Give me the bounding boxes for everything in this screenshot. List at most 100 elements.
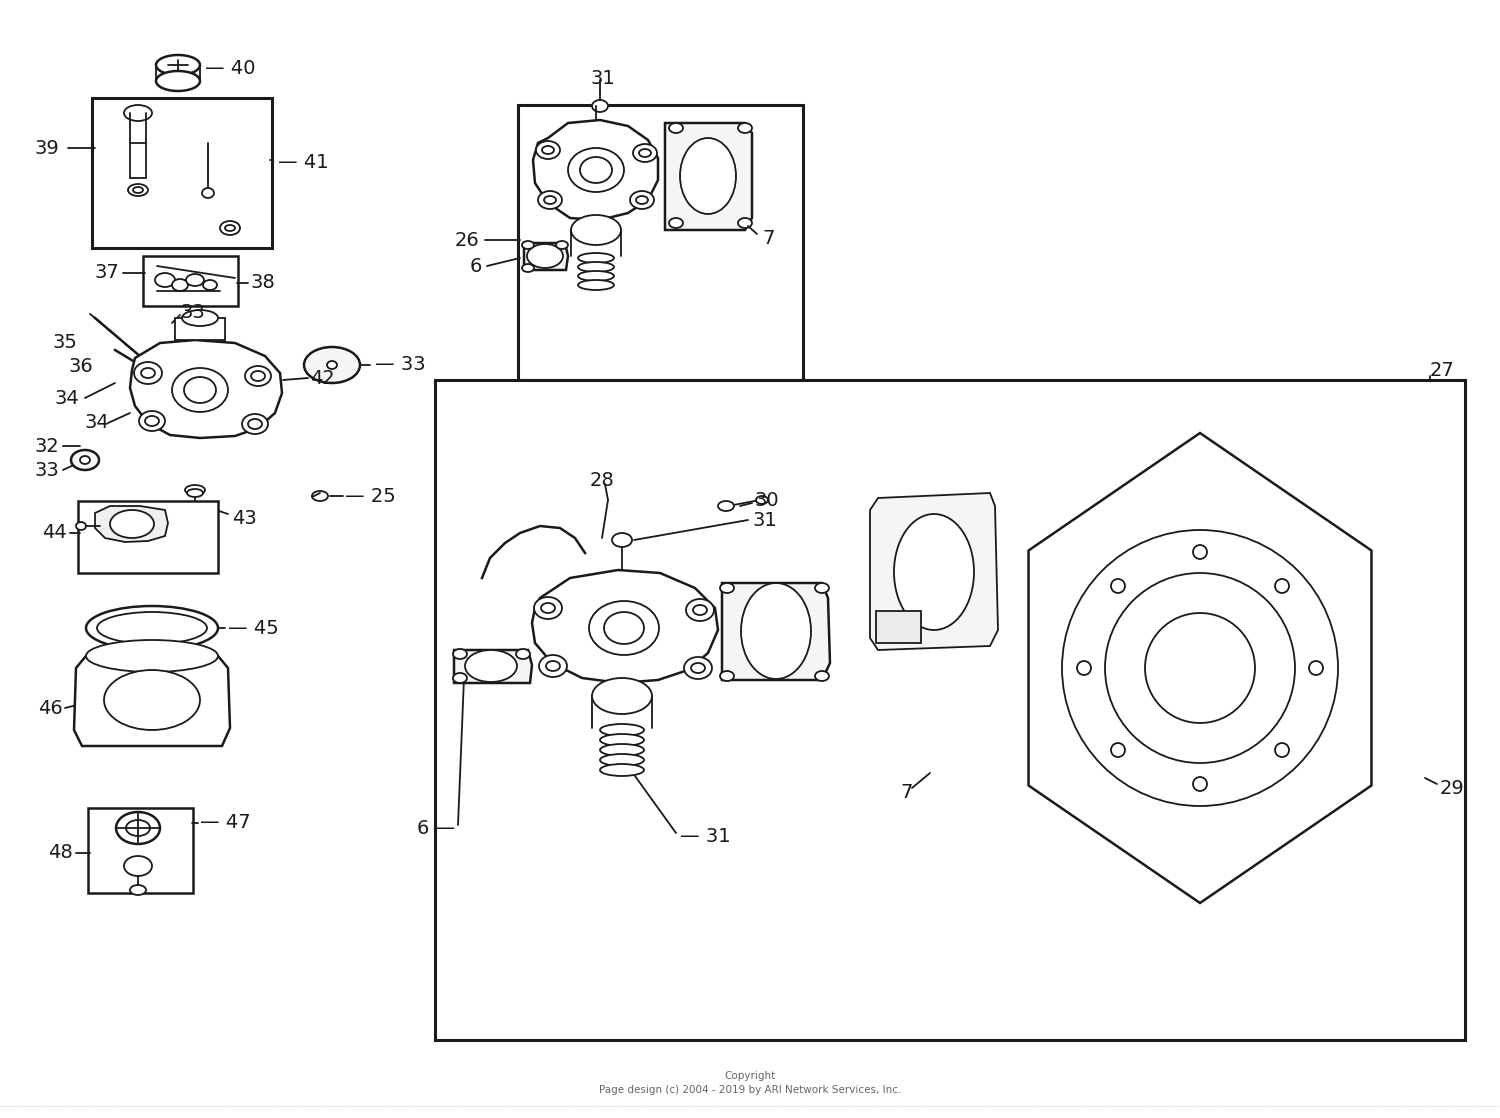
Ellipse shape — [1077, 661, 1090, 675]
Text: — 40: — 40 — [206, 58, 255, 77]
Ellipse shape — [1062, 530, 1338, 806]
Ellipse shape — [630, 191, 654, 209]
Ellipse shape — [184, 485, 206, 495]
Bar — [92, 98, 272, 248]
Polygon shape — [74, 656, 230, 746]
Ellipse shape — [248, 419, 262, 429]
Bar — [876, 612, 921, 643]
Ellipse shape — [76, 522, 86, 530]
Ellipse shape — [592, 100, 608, 112]
Ellipse shape — [815, 582, 830, 593]
Ellipse shape — [600, 743, 644, 756]
Ellipse shape — [516, 650, 530, 659]
Ellipse shape — [156, 55, 200, 75]
Ellipse shape — [465, 650, 518, 682]
Text: 38: 38 — [251, 274, 274, 293]
Bar — [176, 318, 225, 340]
Text: 6 —: 6 — — [417, 818, 454, 837]
Polygon shape — [94, 506, 168, 542]
Text: 7: 7 — [900, 784, 912, 803]
Polygon shape — [524, 243, 568, 271]
Ellipse shape — [894, 514, 974, 631]
Ellipse shape — [220, 221, 240, 235]
Text: 34: 34 — [56, 388, 80, 407]
Ellipse shape — [186, 274, 204, 286]
Polygon shape — [454, 650, 532, 683]
Ellipse shape — [536, 141, 560, 159]
Ellipse shape — [612, 533, 632, 547]
Ellipse shape — [544, 196, 556, 203]
Ellipse shape — [312, 491, 328, 501]
Text: 31: 31 — [590, 68, 615, 87]
Bar — [142, 256, 238, 306]
Polygon shape — [722, 582, 830, 680]
Ellipse shape — [116, 812, 160, 844]
Ellipse shape — [182, 310, 218, 326]
Ellipse shape — [110, 510, 154, 538]
Polygon shape — [870, 493, 998, 650]
Text: ARI PartStream™: ARI PartStream™ — [720, 533, 984, 562]
Ellipse shape — [720, 582, 734, 593]
Ellipse shape — [172, 280, 188, 291]
Ellipse shape — [130, 885, 146, 896]
Ellipse shape — [189, 522, 201, 528]
Ellipse shape — [124, 856, 152, 877]
Ellipse shape — [251, 371, 266, 381]
Ellipse shape — [188, 489, 202, 498]
Ellipse shape — [633, 144, 657, 162]
Ellipse shape — [669, 123, 682, 133]
Ellipse shape — [556, 241, 568, 249]
Ellipse shape — [98, 612, 207, 644]
Ellipse shape — [1192, 544, 1208, 559]
Ellipse shape — [1144, 613, 1256, 723]
Text: 33: 33 — [34, 461, 60, 480]
Text: 7: 7 — [762, 228, 774, 247]
Text: 28: 28 — [590, 471, 615, 490]
Text: 39: 39 — [34, 139, 60, 158]
Ellipse shape — [453, 673, 466, 683]
Ellipse shape — [184, 377, 216, 402]
Ellipse shape — [1106, 574, 1294, 762]
Ellipse shape — [134, 362, 162, 383]
Ellipse shape — [578, 280, 614, 290]
Ellipse shape — [600, 735, 644, 746]
Ellipse shape — [244, 366, 272, 386]
Text: 30: 30 — [754, 491, 780, 510]
Ellipse shape — [141, 368, 154, 378]
Ellipse shape — [225, 225, 236, 231]
Ellipse shape — [154, 273, 176, 287]
Polygon shape — [532, 570, 718, 683]
Text: — 45: — 45 — [228, 618, 279, 637]
Text: 6: 6 — [470, 256, 483, 275]
Ellipse shape — [542, 146, 554, 154]
Text: — 47: — 47 — [200, 814, 250, 833]
Ellipse shape — [580, 157, 612, 183]
Ellipse shape — [636, 196, 648, 203]
Ellipse shape — [639, 149, 651, 157]
Ellipse shape — [1112, 743, 1125, 757]
Ellipse shape — [70, 451, 99, 470]
Ellipse shape — [693, 605, 706, 615]
Ellipse shape — [738, 218, 752, 228]
Text: 32: 32 — [34, 436, 60, 455]
Ellipse shape — [128, 184, 148, 196]
Text: — 33: — 33 — [375, 356, 426, 375]
Ellipse shape — [590, 601, 658, 655]
Ellipse shape — [86, 639, 218, 672]
Ellipse shape — [578, 271, 614, 281]
Ellipse shape — [738, 123, 752, 133]
Text: 43: 43 — [232, 509, 256, 528]
Text: — 25: — 25 — [345, 486, 396, 505]
Ellipse shape — [538, 191, 562, 209]
Ellipse shape — [538, 655, 567, 678]
Bar — [518, 105, 803, 380]
Polygon shape — [130, 340, 282, 438]
Text: 46: 46 — [38, 699, 63, 718]
Text: Page design (c) 2004 - 2019 by ARI Network Services, Inc.: Page design (c) 2004 - 2019 by ARI Netwo… — [598, 1084, 902, 1095]
Ellipse shape — [568, 148, 624, 192]
Text: Copyright: Copyright — [724, 1071, 776, 1081]
Ellipse shape — [453, 650, 466, 659]
Ellipse shape — [600, 764, 644, 776]
Ellipse shape — [327, 361, 338, 369]
Bar — [88, 808, 194, 893]
